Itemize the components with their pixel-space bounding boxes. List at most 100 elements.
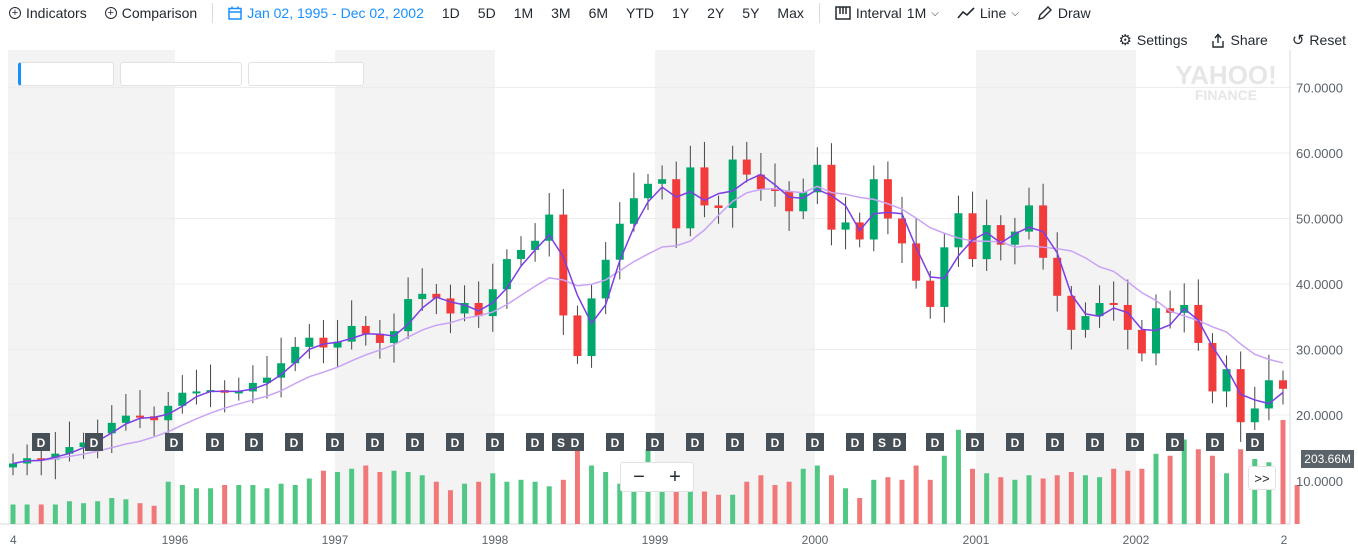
event-marker[interactable]: D: [926, 433, 944, 451]
chart-type-dropdown[interactable]: Line ⌵: [948, 1, 1028, 25]
comparison-button[interactable]: + Comparison: [96, 1, 206, 25]
candle-body: [1208, 342, 1217, 392]
indicators-button[interactable]: + Indicators: [0, 1, 96, 25]
event-marker[interactable]: D: [285, 433, 303, 451]
range-5d[interactable]: 5D: [477, 5, 496, 21]
candle-body: [883, 179, 892, 219]
event-marker[interactable]: D: [206, 433, 224, 451]
event-marker[interactable]: D: [806, 433, 824, 451]
settings-button[interactable]: ⚙ Settings: [1106, 28, 1199, 52]
event-marker[interactable]: D: [646, 433, 664, 451]
candle-body: [234, 391, 243, 394]
volume-bar: [941, 455, 947, 524]
candle-body: [460, 302, 469, 314]
range-max[interactable]: Max: [777, 5, 804, 21]
candle-body: [629, 198, 638, 224]
event-marker[interactable]: D: [1206, 433, 1224, 451]
range-3m[interactable]: 3M: [551, 5, 571, 21]
event-marker[interactable]: D: [766, 433, 784, 451]
chart-area[interactable]: 70.0000 60.0000 50.0000 40.0000 30.0000 20.00…: [0, 50, 1358, 550]
event-marker[interactable]: D: [606, 433, 624, 451]
event-marker[interactable]: D: [366, 433, 384, 451]
range-2y[interactable]: 2Y: [707, 5, 725, 21]
price-chart[interactable]: 70.0000 60.0000 50.0000 40.0000 30.0000 20.00…: [0, 50, 1358, 550]
volume-bar: [24, 504, 30, 524]
range-6m[interactable]: 6M: [588, 5, 609, 21]
zoom-in-button[interactable]: +: [669, 465, 681, 488]
event-marker[interactable]: D: [446, 433, 464, 451]
reset-button[interactable]: ↺ Reset: [1280, 28, 1358, 52]
interval-dropdown[interactable]: Interval 1M ⌵: [826, 1, 948, 25]
x-tick-label: 4: [10, 533, 17, 547]
volume-bar: [814, 465, 820, 524]
event-marker[interactable]: D: [1246, 433, 1264, 451]
volume-badge: 203.66M: [1301, 450, 1354, 468]
date-range-button[interactable]: Jan 02, 1995 - Dec 02, 2002: [219, 1, 433, 25]
event-marker[interactable]: D: [406, 433, 424, 451]
candle-body: [898, 218, 906, 244]
event-marker[interactable]: D: [486, 433, 504, 451]
volume-bar: [349, 468, 355, 524]
event-marker[interactable]: D: [1166, 433, 1184, 451]
candle-body: [742, 159, 751, 175]
volume-bar: [419, 475, 425, 524]
candle-body: [644, 183, 652, 199]
event-marker-label: S: [557, 436, 565, 450]
range-1d[interactable]: 1D: [441, 5, 460, 21]
volume-bar: [984, 473, 990, 524]
share-button[interactable]: Share: [1199, 28, 1279, 52]
expand-button[interactable]: >>: [1248, 466, 1276, 490]
range-1y[interactable]: 1Y: [672, 5, 690, 21]
candle-body: [1109, 302, 1118, 305]
moving-average-fast: [12, 173, 1284, 465]
event-marker-label: D: [971, 436, 980, 450]
event-marker-label: D: [90, 436, 99, 450]
range-ytd[interactable]: YTD: [626, 5, 655, 21]
event-marker[interactable]: D: [1046, 433, 1064, 451]
event-marker[interactable]: D: [165, 433, 183, 451]
draw-button[interactable]: Draw: [1028, 1, 1100, 25]
volume-bar: [1097, 477, 1103, 524]
volume-bar: [193, 488, 199, 524]
event-marker[interactable]: D: [85, 433, 103, 451]
event-marker[interactable]: D: [566, 433, 584, 451]
volume-bar: [292, 485, 298, 524]
event-marker[interactable]: D: [1006, 433, 1024, 451]
candle-body: [615, 223, 624, 260]
event-marker[interactable]: D: [966, 433, 984, 451]
compare-input[interactable]: [120, 62, 242, 86]
event-marker[interactable]: D: [526, 433, 544, 451]
x-tick-label: 2000: [802, 533, 829, 547]
symbol-input[interactable]: [18, 62, 114, 86]
volume-bar: [1012, 479, 1018, 524]
event-input[interactable]: [248, 62, 364, 86]
range-5y[interactable]: 5Y: [742, 5, 760, 21]
volume-bar: [772, 485, 778, 524]
event-marker[interactable]: S: [552, 433, 570, 451]
event-marker[interactable]: D: [686, 433, 704, 451]
event-marker[interactable]: D: [1126, 433, 1144, 451]
event-marker[interactable]: D: [245, 433, 263, 451]
zoom-out-button[interactable]: −: [633, 465, 645, 488]
volume-bar: [222, 485, 228, 524]
event-marker[interactable]: D: [1086, 433, 1104, 451]
event-marker-box: [888, 433, 906, 451]
volume-bar: [659, 475, 665, 524]
event-marker-label: D: [1171, 436, 1180, 450]
event-marker[interactable]: D: [726, 433, 744, 451]
volume-bar: [1266, 462, 1272, 524]
event-marker[interactable]: D: [888, 433, 906, 451]
candle-body: [996, 225, 1005, 245]
event-marker[interactable]: D: [32, 433, 50, 451]
candle-body: [587, 298, 596, 357]
event-marker-box: [686, 433, 704, 451]
event-marker[interactable]: S: [873, 433, 891, 451]
candle-body: [912, 243, 921, 281]
event-marker[interactable]: D: [326, 433, 344, 451]
range-1m[interactable]: 1M: [513, 5, 534, 21]
volume-bar: [913, 465, 919, 524]
volume-bar: [885, 477, 891, 524]
event-marker-box: [285, 433, 303, 451]
event-marker-box: [646, 433, 664, 451]
event-marker[interactable]: D: [846, 433, 864, 451]
